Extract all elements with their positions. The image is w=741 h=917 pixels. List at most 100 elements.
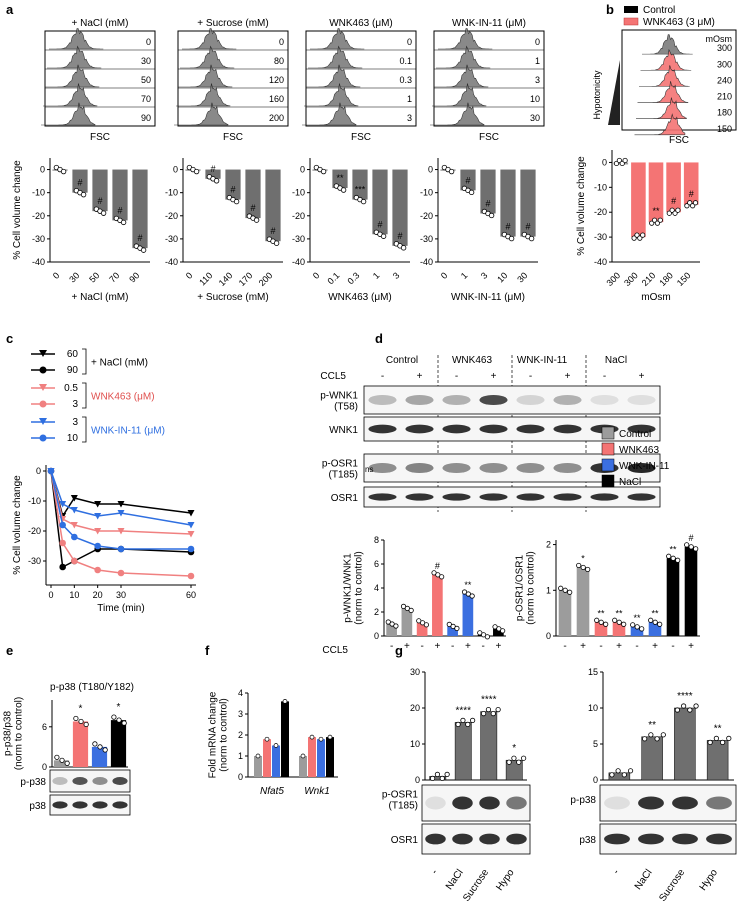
x-axis-label: WNK463 (μM) xyxy=(328,292,392,303)
e-title: p-p38 (T180/Y182) xyxy=(50,682,134,693)
c-y-tick-label: -20 xyxy=(28,526,41,536)
histogram-ridge xyxy=(174,102,229,126)
hist-ylabel: Hypotonicity xyxy=(592,70,602,120)
g-osr-y-tick-label: 10 xyxy=(410,739,420,749)
data-point xyxy=(111,714,117,720)
series-point xyxy=(117,569,125,577)
a-bar-3-y-tick-label: -30 xyxy=(420,234,433,244)
ccl5-sign: - xyxy=(420,641,423,652)
significance-mark: # xyxy=(688,533,693,543)
hist-unit: mOsm xyxy=(706,34,733,44)
significance-mark: # xyxy=(397,231,402,241)
histogram-frame xyxy=(433,30,545,127)
blot-row-band xyxy=(516,394,545,406)
x-axis-label: mOsm xyxy=(641,292,670,303)
significance-mark: * xyxy=(117,702,121,713)
legend-marker xyxy=(39,400,47,408)
bar xyxy=(110,720,127,767)
bar xyxy=(112,169,128,221)
bar xyxy=(648,162,664,223)
x-tick-label: 0 xyxy=(311,270,322,281)
significance-mark: ** xyxy=(633,613,641,623)
ccl5-sign: - xyxy=(671,641,674,652)
hist-title: WNK463 (μM) xyxy=(329,18,393,29)
histogram-value: 30 xyxy=(141,56,151,66)
data-point xyxy=(687,707,693,713)
a-bar-0-y-tick-label: -30 xyxy=(32,234,45,244)
legend-label: Control xyxy=(619,429,651,440)
significance-mark: # xyxy=(230,185,235,195)
a-bar-2-y-tick-label: -20 xyxy=(292,211,305,221)
g-osr-blot-band xyxy=(479,833,500,845)
blot-row-label: p-OSR1 xyxy=(382,790,419,801)
blot-row-label: (T185) xyxy=(389,801,418,812)
blot-row-band xyxy=(368,394,397,406)
e-blot-band xyxy=(112,801,128,809)
x-tick-label: 70 xyxy=(107,270,121,284)
hist-xlabel: FSC xyxy=(90,132,110,143)
hist-xlabel: FSC xyxy=(223,132,243,143)
blot-row-band xyxy=(442,394,471,406)
ccl5-sign: - xyxy=(599,641,602,652)
data-point xyxy=(309,734,315,740)
c-x-tick-label: 30 xyxy=(116,590,126,600)
significance-mark: ** xyxy=(652,206,660,216)
g-p38-blot-band xyxy=(672,796,698,810)
data-point xyxy=(429,775,436,782)
data-point xyxy=(64,760,70,766)
d-wnk-y-tick-label: 2 xyxy=(374,607,379,617)
g-p38-blot-band xyxy=(706,833,732,845)
x-tick-label: 180 xyxy=(657,270,675,288)
significance-mark: # xyxy=(689,189,694,199)
bar xyxy=(308,737,316,777)
data-point xyxy=(80,191,87,198)
series-point xyxy=(117,501,125,508)
data-point xyxy=(318,736,324,742)
bar xyxy=(520,169,536,237)
data-point xyxy=(688,544,694,550)
ccl5-sign: + xyxy=(434,641,440,652)
blot-row-band xyxy=(405,462,434,474)
histogram-value: 0.3 xyxy=(399,75,412,85)
g-osr-blot-band xyxy=(506,796,527,810)
b-y-tick-label: 0 xyxy=(602,157,607,167)
bar xyxy=(480,169,496,214)
bar xyxy=(480,711,498,781)
significance-mark: # xyxy=(671,196,676,206)
bar xyxy=(205,169,221,179)
data-point xyxy=(642,736,648,742)
blot-row-band xyxy=(479,462,508,474)
e-y-tick-label: 0 xyxy=(42,762,47,772)
data-point xyxy=(320,168,327,175)
blot-row-label: p-WNK1 xyxy=(320,391,358,402)
data-point xyxy=(693,546,699,552)
ccl5-sign: + xyxy=(639,371,645,382)
blot-group-label: NaCl xyxy=(605,355,627,366)
data-point xyxy=(78,718,84,725)
g-p38-y-tick-label: 5 xyxy=(593,739,598,749)
data-point xyxy=(670,555,676,561)
g-p38-y-tick-label: 0 xyxy=(593,775,598,785)
histogram-value: 120 xyxy=(269,75,284,85)
x-axis-label: + Sucrose (mM) xyxy=(197,292,268,303)
bar xyxy=(299,756,307,777)
data-point xyxy=(488,212,495,219)
blot-row-band xyxy=(553,462,582,474)
histogram-value: 50 xyxy=(141,75,151,85)
histogram-ridge xyxy=(46,45,102,69)
legend-group-label: + NaCl (mM) xyxy=(91,358,148,369)
f-y-label: (norm to control) xyxy=(219,698,230,771)
data-point xyxy=(454,625,460,632)
bar xyxy=(706,740,729,781)
data-point xyxy=(102,747,108,753)
d-wnk-y-tick-label: 0 xyxy=(374,631,379,641)
bar xyxy=(432,574,443,636)
bar xyxy=(416,622,428,636)
a-bar-2-y-tick-label: 0 xyxy=(300,165,305,175)
ccl5-sign: - xyxy=(529,371,532,382)
x-tick-label: 3 xyxy=(479,270,490,281)
blot-row-band xyxy=(479,424,508,434)
x-tick-label: 3 xyxy=(391,270,402,281)
significance-mark: # xyxy=(77,178,82,188)
ccl5-sign: - xyxy=(455,371,458,382)
